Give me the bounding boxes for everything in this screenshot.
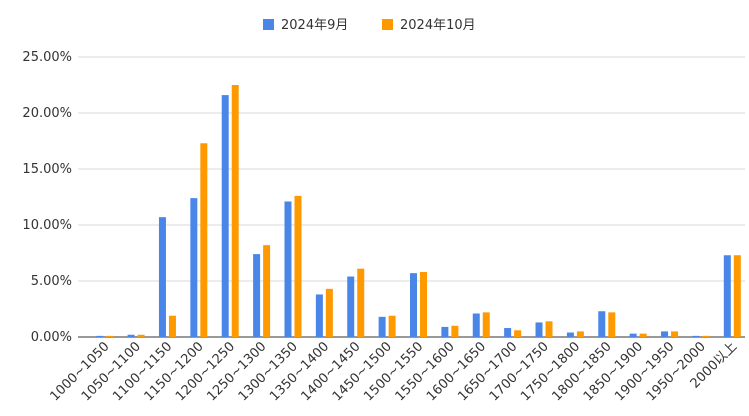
y-tick-label: 15.00% — [22, 162, 72, 177]
y-tick-label: 0.00% — [31, 330, 72, 345]
bar-series-2-1800~1850 — [608, 312, 616, 337]
bar-series-2-1550~1600 — [451, 325, 459, 337]
bar-series-2-1500~1550 — [420, 272, 427, 337]
x-axis-tick-labels: 1000~10501050~11001100~11501150~12001200… — [47, 339, 740, 404]
legend-label-series-2: 2024年10月 — [400, 18, 476, 33]
legend-swatch-series-1 — [263, 19, 274, 30]
bar-series-2-1950~2000 — [702, 335, 710, 337]
bar-series-1-1100~1150 — [158, 217, 166, 337]
y-tick-label: 25.00% — [22, 50, 72, 65]
bar-series-1-1850~1900 — [629, 333, 637, 337]
bars — [96, 85, 741, 337]
y-tick-label: 20.00% — [22, 106, 72, 121]
bar-series-1-1400~1450 — [347, 276, 355, 337]
bar-series-2-1200~1250 — [231, 85, 239, 337]
bar-series-1-1300~1350 — [284, 201, 292, 337]
bar-series-2-1900~1950 — [671, 331, 679, 337]
bar-series-1-1200~1250 — [221, 95, 229, 337]
bar-series-1-1500~1550 — [410, 273, 417, 337]
legend-swatch-series-2 — [382, 19, 393, 30]
bar-series-1-1550~1600 — [441, 326, 449, 337]
bar-series-1-1800~1850 — [598, 311, 606, 337]
bar-series-1-1950~2000 — [692, 335, 700, 337]
y-tick-label: 5.00% — [31, 274, 72, 289]
bar-series-2-1000~1050 — [106, 335, 114, 337]
bar-series-1-1250~1300 — [253, 254, 261, 337]
bar-series-1-1050~1100 — [127, 334, 135, 337]
bar-series-2-1750~1800 — [576, 331, 584, 337]
bar-series-1-1150~1200 — [190, 198, 198, 337]
bar-series-2-1050~1100 — [137, 334, 145, 337]
bar-series-2-1250~1300 — [263, 245, 271, 337]
bar-series-1-1750~1800 — [566, 332, 574, 337]
bar-series-2-1300~1350 — [294, 195, 302, 337]
bar-series-2-1350~1400 — [325, 288, 333, 337]
y-axis-tick-labels: 0.00% 5.00% 10.00% 15.00% 20.00% 25.00% — [22, 50, 72, 345]
bar-series-2-1700~1750 — [545, 321, 553, 337]
bar-series-2-1650~1700 — [514, 330, 522, 337]
legend-label-series-1: 2024年9月 — [281, 18, 348, 33]
legend: 2024年9月 2024年10月 — [263, 18, 476, 33]
bar-series-2-1150~1200 — [200, 143, 208, 337]
bar-series-1-1650~1700 — [504, 328, 512, 337]
bar-series-2-1850~1900 — [639, 333, 647, 337]
y-tick-label: 10.00% — [22, 218, 72, 233]
bar-series-1-1000~1050 — [96, 335, 104, 337]
bar-series-2-1600~1650 — [482, 312, 490, 337]
bar-series-2-1100~1150 — [168, 315, 176, 337]
bar-series-2-2000以上 — [733, 255, 741, 337]
bar-series-1-1600~1650 — [472, 313, 480, 337]
bar-series-1-1450~1500 — [378, 316, 386, 337]
bar-series-2-1450~1500 — [388, 315, 396, 337]
bar-series-2-1400~1450 — [357, 268, 365, 337]
bar-series-1-1900~1950 — [661, 331, 669, 337]
bar-series-1-1700~1750 — [535, 322, 543, 337]
bar-series-1-1350~1400 — [315, 294, 323, 337]
bar-series-1-2000以上 — [723, 255, 731, 337]
